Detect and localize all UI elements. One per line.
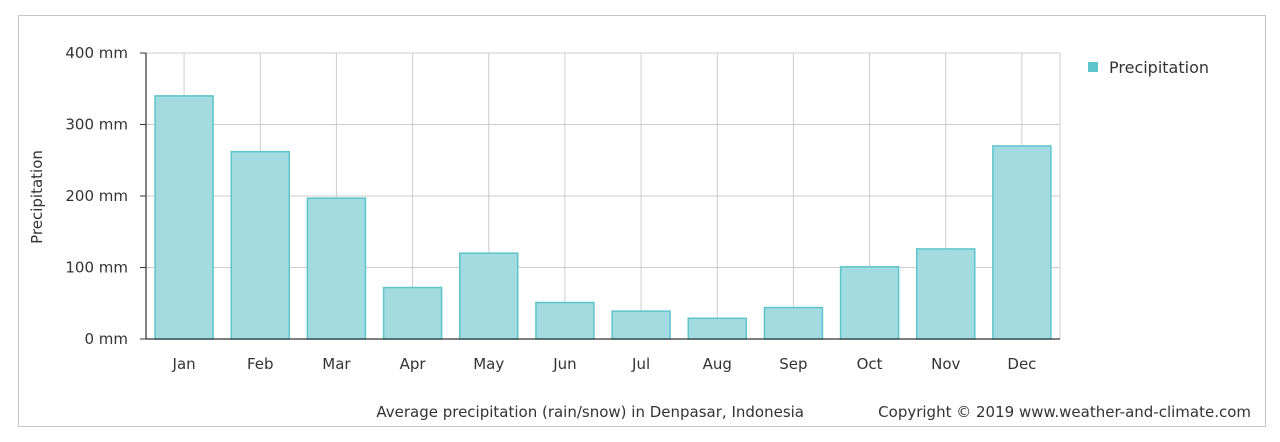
bar-jan bbox=[154, 95, 214, 340]
chart-frame bbox=[18, 15, 1266, 427]
y-tick-label: 300 mm bbox=[65, 116, 128, 134]
bar-jun bbox=[535, 301, 595, 340]
y-tick-label: 400 mm bbox=[65, 44, 128, 62]
bar-feb bbox=[230, 150, 290, 340]
bar-jul bbox=[611, 310, 671, 340]
x-tick-label: Jul bbox=[631, 355, 650, 373]
bar-mar bbox=[306, 197, 367, 340]
x-tick-label: Aug bbox=[703, 355, 732, 373]
legend-label-precipitation: Precipitation bbox=[1109, 58, 1209, 77]
legend: Precipitation bbox=[1088, 58, 1209, 77]
copyright-text: Copyright © 2019 www.weather-and-climate… bbox=[878, 403, 1251, 421]
axes bbox=[140, 52, 1060, 340]
y-axis-title: Precipitation bbox=[28, 150, 46, 244]
x-tick-label: Mar bbox=[322, 355, 351, 373]
bar-aug bbox=[687, 317, 747, 340]
x-tick-label: Dec bbox=[1007, 355, 1036, 373]
x-tick-label: Apr bbox=[400, 355, 427, 373]
chart-caption: Average precipitation (rain/snow) in Den… bbox=[376, 403, 804, 421]
x-tick-label: May bbox=[473, 355, 504, 373]
x-tick-label: Oct bbox=[857, 355, 883, 373]
x-tick-label: Feb bbox=[247, 355, 274, 373]
y-tick-label: 200 mm bbox=[65, 187, 128, 205]
bars bbox=[154, 95, 1052, 340]
legend-marker-precipitation bbox=[1088, 62, 1098, 72]
x-tick-labels: Jan Feb Mar Apr May Jun Jul Aug Sep Oct Nov Dec bbox=[172, 355, 1037, 373]
y-tick-label: 100 mm bbox=[65, 259, 128, 277]
x-tick-label: Jun bbox=[552, 355, 576, 373]
bar-sep bbox=[763, 306, 824, 340]
x-tick-label: Jan bbox=[172, 355, 196, 373]
bar-dec bbox=[992, 145, 1052, 340]
bar-oct bbox=[839, 266, 900, 340]
bar-nov bbox=[916, 248, 976, 340]
x-tick-label: Nov bbox=[931, 355, 960, 373]
y-tick-labels: 0 mm 100 mm 200 mm 300 mm 400 mm bbox=[65, 44, 128, 348]
bar-apr bbox=[382, 286, 443, 340]
y-tick-label: 0 mm bbox=[84, 330, 128, 348]
bar-may bbox=[459, 252, 519, 340]
x-tick-label: Sep bbox=[779, 355, 807, 373]
